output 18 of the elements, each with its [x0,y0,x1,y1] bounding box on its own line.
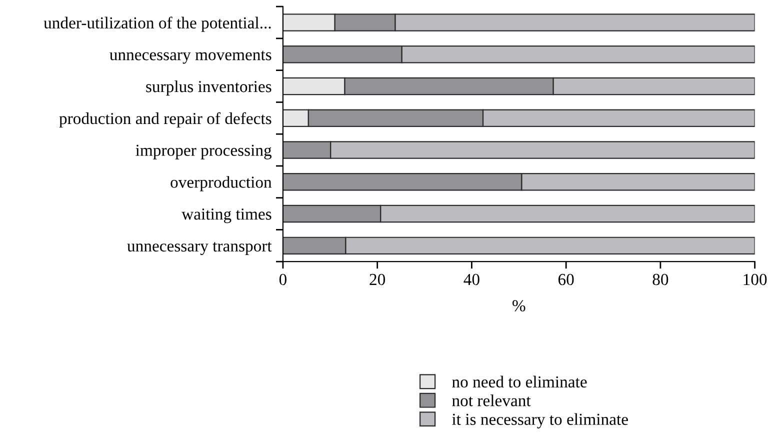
y-tick-label: improper processing [136,144,272,160]
legend-label: it is necessary to eliminate [452,413,628,428]
x-tick-label: 80 [652,274,668,286]
x-tick-label: 0 [279,274,286,286]
y-tick-label: waiting times [182,208,272,224]
x-tick-label: 100 [744,274,767,286]
x-tick-label: 20 [370,274,386,286]
y-tick-label: under-utilization of the potential... [44,16,271,32]
y-tick-label: unnecessary transport [127,242,272,256]
x-tick-label: 60 [558,274,574,286]
y-tick-label: production and repair of defects [59,112,272,128]
y-tick-label: surplus inventories [146,80,272,96]
x-tick-label: 40 [464,274,480,286]
y-tick-label: unnecessary movements [110,50,272,64]
legend-label: no need to eliminate [452,376,587,388]
x-axis-title: % [512,300,526,312]
legend-label: not relevant [452,394,531,406]
y-tick-label: overproduction [170,176,272,192]
